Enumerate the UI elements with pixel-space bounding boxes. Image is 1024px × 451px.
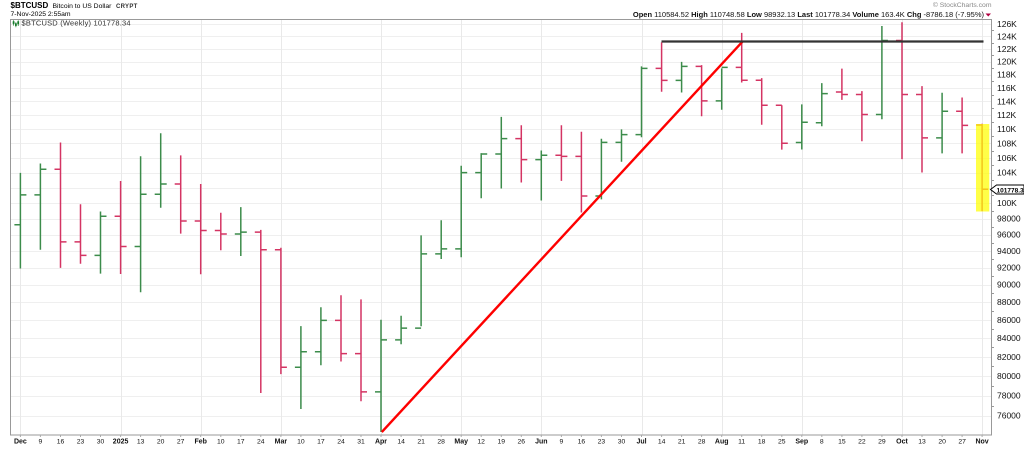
svg-text:10: 10 bbox=[217, 439, 225, 446]
svg-text:13: 13 bbox=[137, 439, 145, 446]
svg-text:20: 20 bbox=[938, 439, 946, 446]
svg-text:124K: 124K bbox=[997, 31, 1017, 41]
svg-text:CRYPT: CRYPT bbox=[116, 4, 138, 10]
svg-text:27: 27 bbox=[177, 439, 185, 446]
svg-text:92000: 92000 bbox=[997, 263, 1021, 273]
svg-text:17: 17 bbox=[237, 439, 245, 446]
svg-text:16: 16 bbox=[578, 439, 586, 446]
svg-text:114K: 114K bbox=[997, 96, 1017, 106]
svg-text:15: 15 bbox=[838, 439, 846, 446]
svg-text:9: 9 bbox=[39, 439, 43, 446]
svg-text:Sep: Sep bbox=[795, 439, 808, 446]
svg-text:16: 16 bbox=[57, 439, 65, 446]
svg-text:© StockCharts.com: © StockCharts.com bbox=[933, 1, 992, 9]
svg-text:100K: 100K bbox=[997, 198, 1017, 208]
svg-text:31: 31 bbox=[357, 439, 365, 446]
svg-text:28: 28 bbox=[437, 439, 445, 446]
svg-text:112K: 112K bbox=[997, 110, 1017, 120]
svg-text:24: 24 bbox=[257, 439, 265, 446]
svg-text:Nov: Nov bbox=[975, 439, 988, 446]
svg-text:30: 30 bbox=[618, 439, 626, 446]
svg-text:30: 30 bbox=[97, 439, 105, 446]
svg-text:26: 26 bbox=[518, 439, 526, 446]
svg-text:106K: 106K bbox=[997, 153, 1017, 163]
svg-text:25: 25 bbox=[778, 439, 786, 446]
svg-text:22: 22 bbox=[858, 439, 866, 446]
svg-text:Aug: Aug bbox=[715, 439, 729, 446]
svg-text:2025: 2025 bbox=[113, 439, 129, 446]
svg-text:21: 21 bbox=[417, 439, 425, 446]
svg-text:76000: 76000 bbox=[997, 411, 1021, 421]
svg-text:118K: 118K bbox=[997, 70, 1017, 80]
svg-text:108K: 108K bbox=[997, 138, 1017, 148]
svg-text:82000: 82000 bbox=[997, 352, 1021, 362]
svg-text:Bitcoin to US Dollar: Bitcoin to US Dollar bbox=[53, 3, 113, 10]
svg-text:23: 23 bbox=[598, 439, 606, 446]
svg-text:126K: 126K bbox=[997, 19, 1017, 29]
svg-text:Dec: Dec bbox=[14, 439, 27, 446]
svg-text:84000: 84000 bbox=[997, 333, 1021, 343]
svg-text:104K: 104K bbox=[997, 168, 1017, 178]
svg-text:20: 20 bbox=[157, 439, 165, 446]
svg-text:29: 29 bbox=[878, 439, 886, 446]
svg-text:Mar: Mar bbox=[275, 439, 288, 446]
svg-text:96000: 96000 bbox=[997, 230, 1021, 240]
svg-text:78000: 78000 bbox=[997, 391, 1021, 401]
svg-text:$BTCUSD (Weekly) 101778.34: $BTCUSD (Weekly) 101778.34 bbox=[22, 19, 131, 28]
svg-text:May: May bbox=[454, 439, 468, 446]
svg-text:98000: 98000 bbox=[997, 214, 1021, 224]
svg-text:19: 19 bbox=[498, 439, 506, 446]
svg-text:11: 11 bbox=[738, 439, 745, 446]
svg-text:9: 9 bbox=[560, 439, 564, 446]
svg-text:18: 18 bbox=[758, 439, 766, 446]
svg-text:80000: 80000 bbox=[997, 371, 1021, 381]
svg-text:Open 110584.52 High 110748.58: Open 110584.52 High 110748.58 Low 98932.… bbox=[633, 10, 985, 19]
svg-text:Feb: Feb bbox=[194, 439, 206, 446]
svg-text:Apr: Apr bbox=[375, 439, 387, 446]
svg-text:21: 21 bbox=[678, 439, 686, 446]
svg-text:12: 12 bbox=[477, 439, 485, 446]
svg-text:27: 27 bbox=[958, 439, 966, 446]
svg-text:Jun: Jun bbox=[535, 439, 547, 446]
svg-text:120K: 120K bbox=[997, 57, 1017, 67]
svg-text:13: 13 bbox=[918, 439, 926, 446]
svg-text:Oct: Oct bbox=[896, 439, 908, 446]
svg-text:14: 14 bbox=[658, 439, 666, 446]
svg-text:94000: 94000 bbox=[997, 246, 1021, 256]
svg-text:86000: 86000 bbox=[997, 315, 1021, 325]
svg-text:88000: 88000 bbox=[997, 297, 1021, 307]
svg-text:17: 17 bbox=[317, 439, 325, 446]
svg-text:28: 28 bbox=[698, 439, 706, 446]
svg-text:116K: 116K bbox=[997, 83, 1017, 93]
svg-text:10: 10 bbox=[297, 439, 305, 446]
svg-text:110K: 110K bbox=[997, 124, 1017, 134]
svg-text:Jul: Jul bbox=[636, 439, 646, 446]
svg-text:$BTCUSD: $BTCUSD bbox=[11, 1, 49, 10]
svg-text:14: 14 bbox=[397, 439, 405, 446]
svg-text:8: 8 bbox=[820, 439, 824, 446]
svg-text:7-Nov-2025 2:55am: 7-Nov-2025 2:55am bbox=[11, 11, 71, 18]
svg-text:122K: 122K bbox=[997, 44, 1017, 54]
svg-text:24: 24 bbox=[337, 439, 345, 446]
svg-text:101778.34: 101778.34 bbox=[997, 187, 1024, 194]
svg-text:23: 23 bbox=[77, 439, 85, 446]
svg-text:90000: 90000 bbox=[997, 280, 1021, 290]
